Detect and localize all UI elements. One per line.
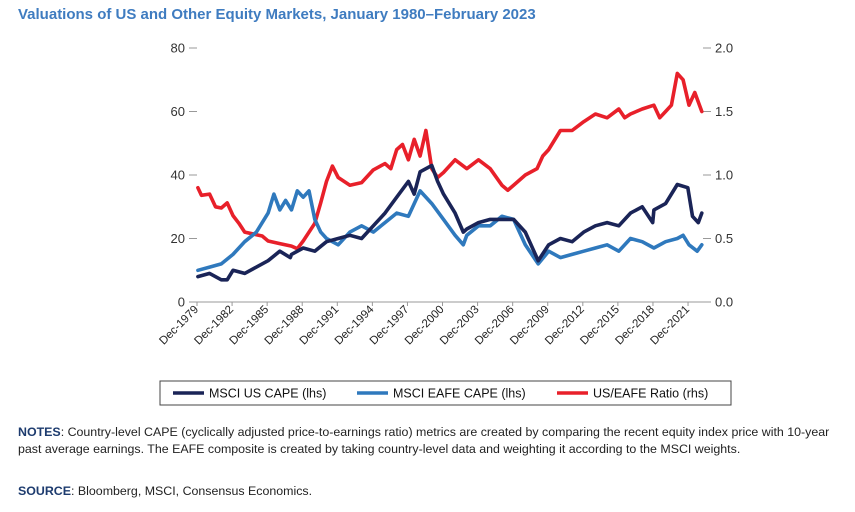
series-line-eafe-cape <box>196 189 704 273</box>
source-label: SOURCE <box>18 484 72 498</box>
series-line-us-eafe-ratio <box>196 71 704 251</box>
line-chart: 0204060800.00.51.01.52.0Dec-1979Dec-1982… <box>157 41 733 406</box>
chart-series <box>196 71 704 282</box>
notes-label: NOTES <box>18 425 61 439</box>
legend-label: US/EAFE Ratio (rhs) <box>593 387 708 401</box>
y2-tick-label: 0.5 <box>715 231 733 246</box>
y-tick-label: 20 <box>171 231 185 246</box>
y-tick-label: 40 <box>171 168 185 183</box>
y2-tick-label: 0.0 <box>715 295 733 310</box>
legend-box <box>159 380 732 406</box>
notes: NOTES: Country-level CAPE (cyclically ad… <box>18 424 848 458</box>
legend-label: MSCI US CAPE (lhs) <box>209 387 326 401</box>
y2-tick-label: 1.0 <box>715 168 733 183</box>
notes-text: : Country-level CAPE (cyclically adjuste… <box>18 425 830 456</box>
chart-title: Valuations of US and Other Equity Market… <box>18 6 536 23</box>
y2-tick-label: 1.5 <box>715 104 733 119</box>
series-line-us-cape <box>196 163 704 282</box>
y-tick-label: 60 <box>171 104 185 119</box>
source: SOURCE: Bloomberg, MSCI, Consensus Econo… <box>18 484 312 498</box>
chart-legend: MSCI US CAPE (lhs) MSCI EAFE CAPE (lhs) US… <box>159 380 732 406</box>
source-text: : Bloomberg, MSCI, Consensus Economics. <box>71 484 313 498</box>
y2-tick-label: 2.0 <box>715 41 733 56</box>
y-tick-label: 80 <box>171 41 185 56</box>
legend-label: MSCI EAFE CAPE (lhs) <box>393 387 526 401</box>
y-tick-label: 0 <box>178 295 185 310</box>
